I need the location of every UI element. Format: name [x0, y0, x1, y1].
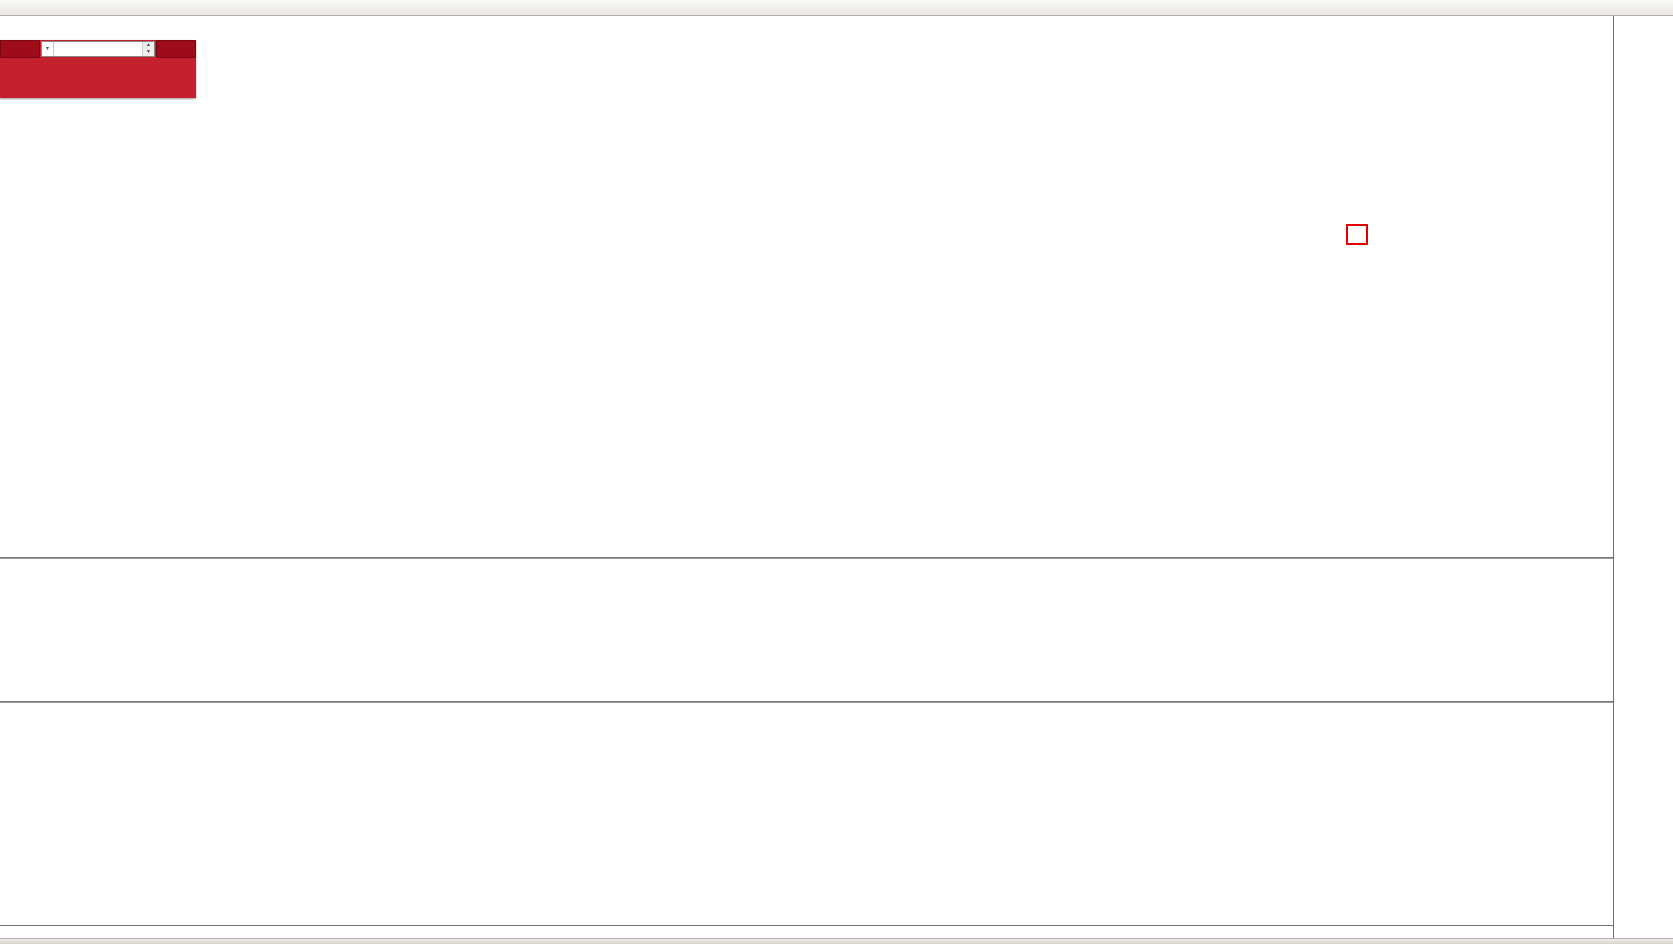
buy-button[interactable] — [156, 40, 196, 58]
panel-divider-rsi[interactable] — [0, 701, 1673, 703]
rsi-panel[interactable] — [0, 703, 1613, 925]
lot-dropdown-caret-icon[interactable]: ▾ — [42, 42, 54, 56]
macd-panel[interactable] — [0, 559, 1613, 701]
panel-divider-macd[interactable] — [0, 557, 1673, 559]
price-annotation-box[interactable] — [1346, 224, 1368, 245]
horizontal-scrollbar[interactable] — [0, 938, 1673, 944]
lot-size-box: ▾ ▲ ▼ — [41, 41, 155, 57]
sell-button[interactable] — [0, 40, 40, 58]
macd-canvas[interactable] — [0, 559, 1613, 701]
time-axis[interactable] — [0, 925, 1613, 938]
main-toolbar — [0, 0, 1673, 16]
price-chart-canvas[interactable] — [0, 16, 1613, 557]
lot-increase-button[interactable]: ▲ — [143, 42, 154, 49]
one-click-trading-panel: ▾ ▲ ▼ — [0, 40, 196, 98]
lot-size-input[interactable] — [54, 42, 142, 56]
lot-steppers: ▲ ▼ — [142, 42, 154, 56]
rsi-canvas[interactable] — [0, 703, 1613, 925]
chart-area[interactable]: ▾ ▲ ▼ — [0, 16, 1613, 557]
price-axis[interactable] — [1613, 16, 1673, 944]
lot-decrease-button[interactable]: ▼ — [143, 49, 154, 56]
